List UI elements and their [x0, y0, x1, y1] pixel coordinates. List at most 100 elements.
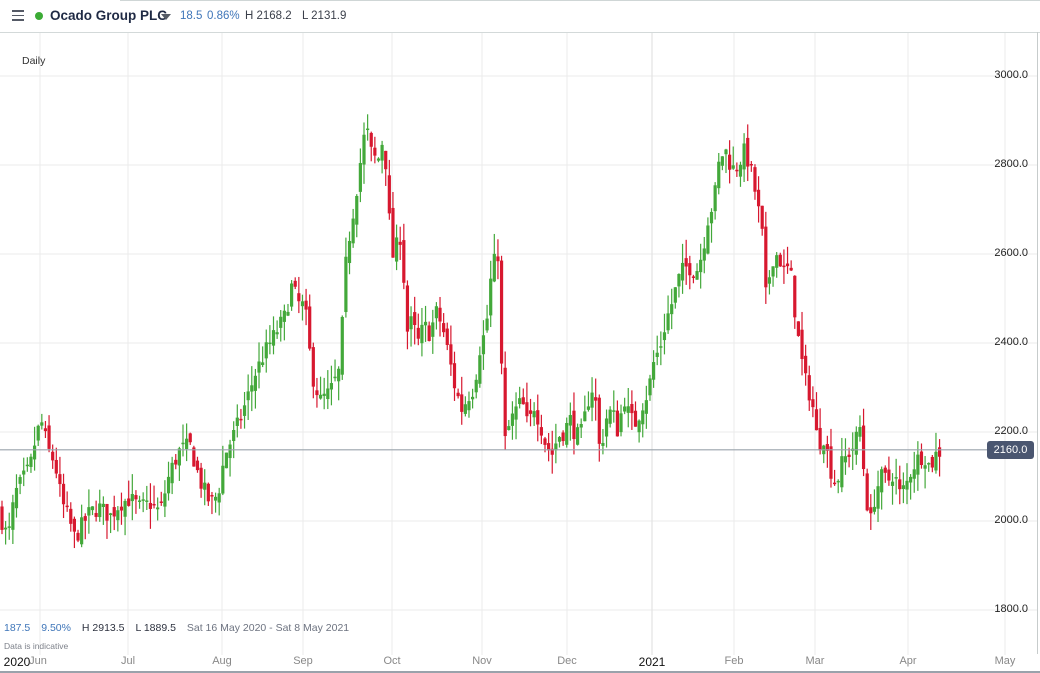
instrument-name[interactable]: Ocado Group PLC [50, 8, 168, 23]
candle-down [814, 409, 819, 431]
candle-up [156, 507, 160, 510]
candle-down [536, 410, 540, 425]
candle-up [116, 510, 120, 521]
market-status-dot-icon [35, 12, 43, 20]
range-high: H 2913.5 [81, 622, 125, 634]
candle-down [804, 355, 808, 374]
candle-down [898, 479, 902, 490]
candle-down [65, 505, 69, 508]
session-high: H 2168.2 [245, 10, 292, 22]
candle-up [510, 413, 515, 426]
session-low: L 2131.9 [302, 10, 347, 22]
candle-up [586, 406, 591, 410]
candle-down [630, 404, 634, 414]
candle-up [481, 335, 486, 355]
candle-up [355, 195, 359, 225]
candle-down [528, 410, 533, 414]
candle-down [445, 328, 449, 345]
candle-up [347, 240, 352, 264]
candle-down [847, 454, 851, 458]
candle-down [789, 267, 793, 271]
interval-label: Daily [22, 55, 46, 67]
candle-up [463, 404, 467, 414]
candle-down [304, 300, 308, 310]
candle-up [659, 346, 663, 348]
y-tick-label: 2000.0 [994, 514, 1028, 526]
x-tick-label: 2020 [3, 655, 31, 669]
candle-up [232, 429, 236, 442]
candle-down [572, 410, 576, 440]
candle-down [818, 427, 822, 451]
candle-up [141, 499, 145, 501]
candle-up [90, 506, 95, 511]
candle-up [699, 259, 703, 273]
candle-down [308, 306, 312, 349]
candle-up [644, 400, 648, 414]
candle-down [239, 418, 243, 421]
candle-down [691, 276, 696, 278]
candle-up [637, 420, 641, 433]
candle-down [112, 507, 116, 517]
candle-down [452, 363, 457, 389]
candlestick-chart[interactable] [0, 33, 1037, 655]
candle-up [300, 301, 305, 307]
candle-up [485, 318, 489, 331]
candle-down [402, 240, 406, 283]
candle-up [170, 462, 174, 484]
candle-up [123, 500, 127, 517]
candle-up [601, 442, 605, 446]
candle-up [217, 493, 221, 503]
candle-down [937, 447, 942, 457]
candle-up [25, 464, 29, 467]
candle-up [666, 313, 670, 331]
candle-up [166, 476, 171, 494]
candle-up [738, 164, 743, 177]
candle-up [706, 225, 710, 254]
candle-up [583, 411, 587, 422]
candle-down [105, 503, 109, 521]
range-low: L 1889.5 [135, 622, 176, 634]
candle-up [224, 452, 229, 469]
candle-up [923, 465, 927, 469]
candle-up [275, 332, 279, 335]
candle-down [51, 451, 55, 461]
candle-up [579, 423, 583, 428]
range-stats: 187.5 9.50% H 2913.5 L 1889.5 Sat 16 May… [4, 622, 357, 634]
candle-up [109, 513, 113, 516]
candle-up [29, 456, 33, 467]
candle-up [286, 311, 290, 316]
candle-down [778, 254, 782, 267]
candle-up [358, 163, 362, 192]
candle-down [83, 516, 87, 521]
candle-up [14, 487, 19, 509]
candle-down [369, 132, 373, 147]
candle-up [246, 391, 250, 401]
candle-down [174, 459, 178, 465]
candle-down [127, 498, 131, 506]
candle-down [413, 312, 417, 325]
candle-up [261, 362, 265, 365]
candle-up [394, 237, 399, 262]
candle-down [54, 459, 58, 474]
x-tick-label: Jun [29, 655, 47, 667]
candle-up [4, 527, 8, 530]
candle-down [543, 438, 547, 445]
x-tick-label: 2021 [638, 655, 666, 669]
candle-down [0, 506, 4, 530]
candle-down [887, 469, 891, 481]
candle-up [565, 422, 569, 445]
candle-down [192, 447, 196, 467]
candle-down [764, 226, 768, 288]
hamburger-menu-icon[interactable] [12, 10, 24, 21]
candle-down [438, 307, 442, 322]
date-range: Sat 16 May 2020 - Sat 8 May 2021 [186, 622, 350, 634]
x-tick-label: Oct [383, 655, 401, 667]
candle-up [271, 330, 276, 346]
candle-down [405, 285, 410, 332]
candle-down [456, 392, 460, 397]
candle-down [315, 390, 319, 396]
instrument-dropdown-caret-icon[interactable] [161, 14, 171, 20]
candle-up [380, 144, 384, 161]
candle-up [514, 406, 518, 420]
candle-up [713, 185, 717, 212]
